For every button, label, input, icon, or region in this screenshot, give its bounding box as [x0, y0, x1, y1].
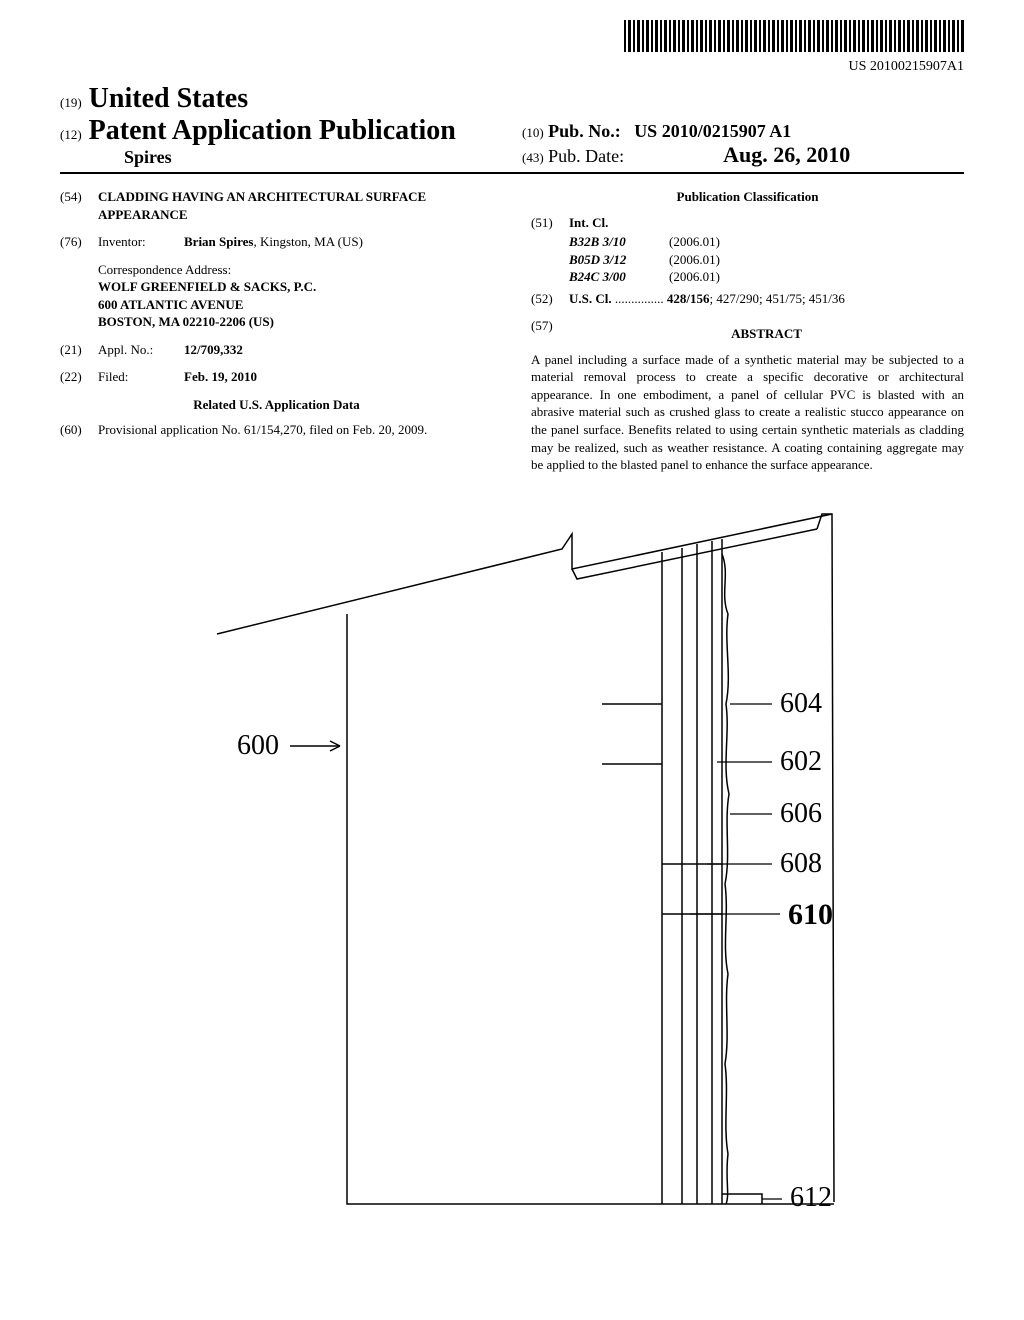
- us-cl-bold: 428/156: [667, 291, 710, 306]
- pub-date-prefix: (43): [522, 150, 544, 165]
- correspondence-street: 600 ATLANTIC AVENUE: [98, 296, 493, 314]
- pub-date-label: Pub. Date:: [548, 146, 624, 166]
- provisional-code: (60): [60, 421, 98, 439]
- fig-label-612: 612: [790, 1182, 832, 1213]
- int-cl-code: (51): [531, 214, 569, 232]
- appl-value: 12/709,332: [184, 342, 243, 357]
- pub-no: US 2010/0215907 A1: [634, 121, 791, 141]
- int-cl-list: B32B 3/10 (2006.01) B05D 3/12 (2006.01) …: [569, 233, 964, 286]
- filed-label: Filed:: [98, 368, 184, 386]
- inventor-location: , Kingston, MA (US): [253, 234, 362, 249]
- invention-title: CLADDING HAVING AN ARCHITECTURAL SURFACE…: [98, 188, 493, 223]
- author: Spires: [60, 147, 502, 168]
- int-cl-item-code: B05D 3/12: [569, 251, 669, 269]
- inventor-code: (76): [60, 233, 98, 251]
- fig-label-608: 608: [780, 848, 822, 879]
- fig-label-602: 602: [780, 746, 822, 777]
- int-cl-item-code: B32B 3/10: [569, 233, 669, 251]
- filed-code: (22): [60, 368, 98, 386]
- right-column: Publication Classification (51) Int. Cl.…: [531, 188, 964, 474]
- us-cl-rest: ; 427/290; 451/75; 451/36: [710, 291, 845, 306]
- pub-type: Patent Application Publication: [89, 115, 456, 146]
- int-cl-item-year: (2006.01): [669, 268, 789, 286]
- us-cl-label: U.S. Cl.: [569, 291, 612, 306]
- inventor-name: Brian Spires: [184, 234, 253, 249]
- inventor-label: Inventor:: [98, 233, 184, 251]
- patent-figure: 600 604 602 606 608 610 612: [60, 494, 964, 1219]
- pub-type-prefix: (12): [60, 127, 82, 142]
- fig-label-604: 604: [780, 688, 822, 719]
- abstract-text: A panel including a surface made of a sy…: [531, 351, 964, 474]
- filed-value: Feb. 19, 2010: [184, 369, 257, 384]
- pub-no-prefix: (10): [522, 125, 544, 140]
- fig-label-610: 610: [788, 898, 833, 931]
- left-column: (54) CLADDING HAVING AN ARCHITECTURAL SU…: [60, 188, 493, 474]
- correspondence-label: Correspondence Address:: [98, 261, 493, 279]
- abstract-header: ABSTRACT: [569, 325, 964, 343]
- pub-no-label: Pub. No.:: [548, 121, 621, 141]
- appl-label: Appl. No.:: [98, 341, 184, 359]
- country: United States: [89, 83, 248, 114]
- barcode: [624, 20, 964, 52]
- fig-label-606: 606: [780, 798, 822, 829]
- provisional-text: Provisional application No. 61/154,270, …: [98, 421, 493, 439]
- us-cl-code: (52): [531, 290, 569, 308]
- fig-label-600: 600: [237, 730, 279, 761]
- related-header: Related U.S. Application Data: [60, 396, 493, 414]
- us-cl-dots: ...............: [615, 291, 664, 306]
- int-cl-item-year: (2006.01): [669, 233, 789, 251]
- int-cl-label: Int. Cl.: [569, 215, 608, 230]
- abstract-code: (57): [531, 317, 569, 351]
- correspondence-name: WOLF GREENFIELD & SACKS, P.C.: [98, 278, 493, 296]
- int-cl-item-code: B24C 3/00: [569, 268, 669, 286]
- classification-header: Publication Classification: [531, 188, 964, 206]
- correspondence-city: BOSTON, MA 02210-2206 (US): [98, 313, 493, 331]
- header: (19) United States (12) Patent Applicati…: [60, 83, 964, 174]
- country-prefix: (19): [60, 95, 82, 110]
- pub-date: Aug. 26, 2010: [723, 142, 850, 167]
- title-code: (54): [60, 188, 98, 223]
- barcode-number: US 20100215907A1: [60, 59, 964, 75]
- int-cl-item-year: (2006.01): [669, 251, 789, 269]
- appl-code: (21): [60, 341, 98, 359]
